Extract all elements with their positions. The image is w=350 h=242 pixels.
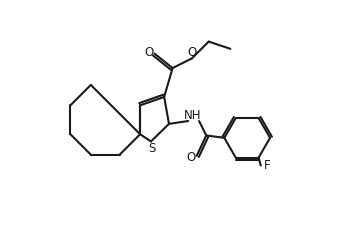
Text: O: O (186, 151, 195, 164)
Text: O: O (187, 46, 196, 59)
Text: NH: NH (184, 109, 202, 122)
Text: S: S (148, 142, 156, 155)
Text: F: F (264, 159, 271, 172)
Text: O: O (144, 46, 153, 59)
